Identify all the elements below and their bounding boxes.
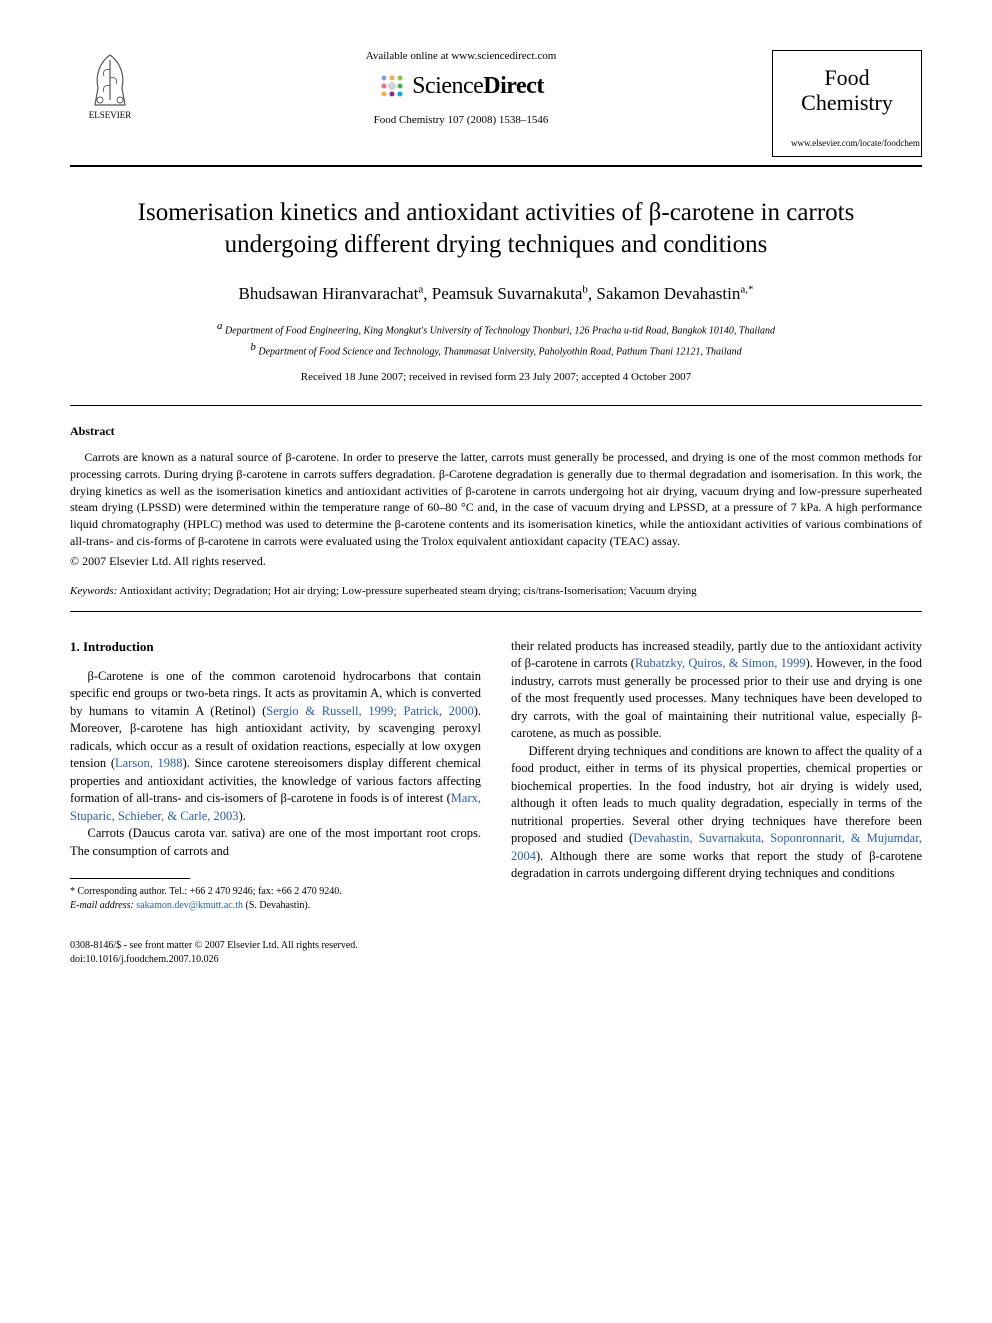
author-2: Peamsuk Suvarnakutab [432, 284, 588, 303]
journal-box: Food Chemistry www.elsevier.com/locate/f… [772, 50, 922, 157]
ref-link[interactable]: Rubatzky, Quiros, & Simon, 1999 [635, 656, 806, 670]
left-column: 1. Introduction β-Carotene is one of the… [70, 638, 481, 914]
header-center: Available online at www.sciencedirect.co… [150, 50, 772, 126]
journal-url: www.elsevier.com/locate/foodchem [791, 138, 903, 148]
email-link[interactable]: sakamon.dev@kmutt.ac.th [134, 900, 243, 911]
sd-suffix: Direct [483, 73, 544, 99]
affiliations: a Department of Food Engineering, King M… [70, 318, 922, 359]
footnote-rule [70, 878, 190, 879]
author-1: Bhudsawan Hiranvarachata [239, 284, 424, 303]
keywords-label: Keywords: [70, 585, 117, 597]
right-column: their related products has increased ste… [511, 638, 922, 914]
corresponding-author: * Corresponding author. Tel.: +66 2 470 … [70, 885, 481, 899]
sciencedirect-logo: ScienceDirect [150, 72, 772, 100]
abstract-heading: Abstract [70, 424, 922, 439]
publisher-logo-block: ELSEVIER [70, 50, 150, 120]
footnote-block: * Corresponding author. Tel.: +66 2 470 … [70, 885, 481, 913]
doi-line: doi:10.1016/j.foodchem.2007.10.026 [70, 953, 358, 967]
abstract-block: Abstract Carrots are known as a natural … [70, 424, 922, 569]
journal-name-line2: Chemistry [801, 90, 893, 115]
footer-block: 0308-8146/$ - see front matter © 2007 El… [70, 939, 922, 967]
article-title: Isomerisation kinetics and antioxidant a… [110, 197, 882, 262]
issn-line: 0308-8146/$ - see front matter © 2007 El… [70, 939, 358, 953]
right-para-2: Different drying techniques and conditio… [511, 743, 922, 883]
keywords-text: Antioxidant activity; Degradation; Hot a… [117, 585, 696, 597]
ref-link[interactable]: Sergio & Russell, 1999; Patrick, 2000 [266, 704, 473, 718]
left-para-2: Carrots (Daucus carota var. sativa) are … [70, 825, 481, 860]
sciencedirect-text: ScienceDirect [412, 73, 544, 100]
author-3: Sakamon Devahastina,* [596, 284, 753, 303]
abstract-copyright: © 2007 Elsevier Ltd. All rights reserved… [70, 554, 922, 569]
affil-a: Department of Food Engineering, King Mon… [225, 326, 775, 337]
abstract-body: Carrots are known as a natural source of… [70, 449, 922, 550]
sciencedirect-mark-icon [378, 72, 406, 100]
right-para-1: their related products has increased ste… [511, 638, 922, 743]
body-columns: 1. Introduction β-Carotene is one of the… [70, 638, 922, 914]
keywords-line: Keywords: Antioxidant activity; Degradat… [70, 585, 922, 597]
ref-link[interactable]: Larson, 1988 [115, 756, 183, 770]
left-para-1: β-Carotene is one of the common caroteno… [70, 668, 481, 826]
citation-line: Food Chemistry 107 (2008) 1538–1546 [150, 114, 772, 126]
footer-left: 0308-8146/$ - see front matter © 2007 El… [70, 939, 358, 967]
affil-b: Department of Food Science and Technolog… [258, 346, 741, 357]
authors-line: Bhudsawan Hiranvarachata, Peamsuk Suvarn… [70, 284, 922, 305]
section-heading-intro: 1. Introduction [70, 638, 481, 656]
rule-top [70, 165, 922, 167]
elsevier-tree-icon [80, 50, 140, 110]
rule-below-keywords [70, 611, 922, 612]
journal-name: Food Chemistry [791, 65, 903, 116]
rule-above-abstract [70, 405, 922, 406]
header-row: ELSEVIER Available online at www.science… [70, 50, 922, 157]
publisher-label: ELSEVIER [89, 110, 132, 120]
sd-prefix: Science [412, 73, 483, 99]
history-dates: Received 18 June 2007; received in revis… [70, 371, 922, 383]
email-line: E-mail address: sakamon.dev@kmutt.ac.th … [70, 899, 481, 913]
journal-name-line1: Food [824, 65, 869, 90]
available-online-line: Available online at www.sciencedirect.co… [150, 50, 772, 62]
